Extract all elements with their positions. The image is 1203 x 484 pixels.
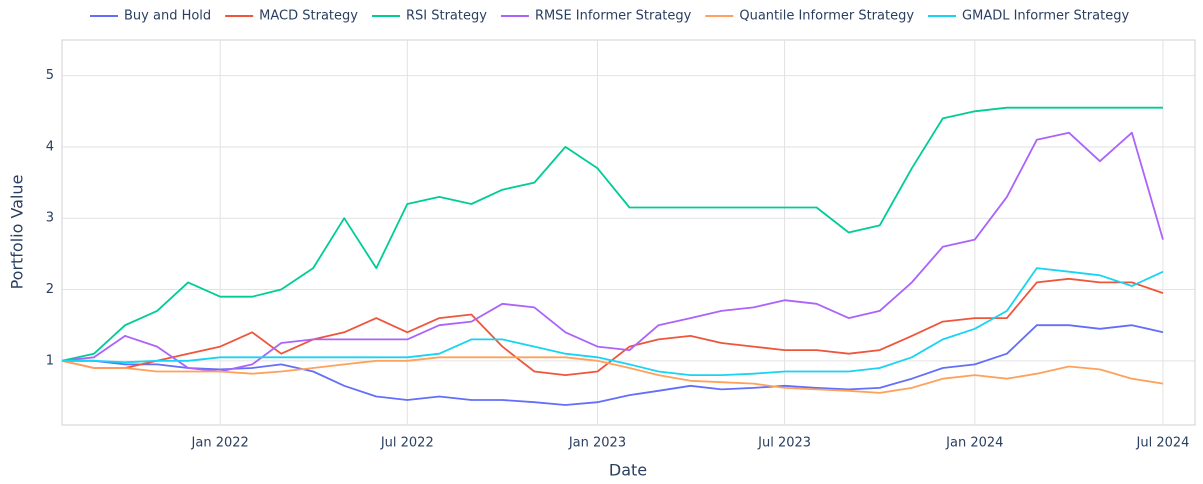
- series-line: [62, 267, 1164, 376]
- y-tick-label: 2: [46, 282, 54, 297]
- x-tick-label: Jan 2022: [191, 436, 249, 451]
- series-line: [61, 106, 1163, 362]
- x-tick-label: Jan 2023: [568, 436, 626, 451]
- legend-label: GMADL Informer Strategy: [962, 9, 1129, 24]
- x-tick-label: Jan 2024: [945, 436, 1003, 451]
- y-tick-label: 3: [46, 211, 54, 226]
- y-axis-title: Portfolio Value: [8, 175, 27, 290]
- legend-label: Buy and Hold: [124, 9, 211, 24]
- x-tick-label: Jul 2023: [757, 436, 811, 451]
- x-tick-label: Jul 2022: [380, 436, 434, 451]
- series-line: [62, 324, 1164, 406]
- y-tick-label: 5: [46, 68, 54, 83]
- x-tick-label: Jul 2024: [1136, 436, 1190, 451]
- series-line: [61, 356, 1164, 394]
- y-tick-label: 4: [46, 139, 54, 154]
- legend-label: Quantile Informer Strategy: [739, 9, 914, 24]
- x-axis-title: Date: [609, 461, 647, 480]
- series-line: [61, 131, 1164, 373]
- y-tick-label: 1: [46, 353, 54, 368]
- legend-label: RMSE Informer Strategy: [535, 9, 692, 24]
- series-line: [61, 277, 1164, 376]
- legend-label: RSI Strategy: [406, 9, 487, 24]
- legend-label: MACD Strategy: [259, 9, 358, 24]
